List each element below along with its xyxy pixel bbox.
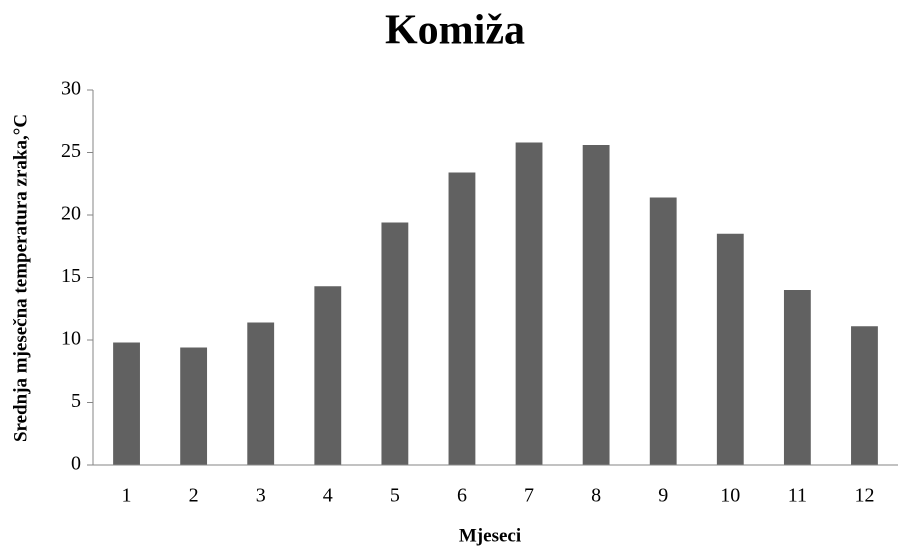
bar	[113, 342, 140, 465]
x-tick-label: 9	[658, 485, 668, 507]
x-tick-label: 5	[390, 485, 400, 507]
bar	[716, 233, 744, 465]
bar	[783, 290, 811, 465]
x-axis-title: Mjeseci	[459, 525, 521, 546]
bar	[381, 222, 409, 465]
bar	[314, 286, 342, 465]
bar	[180, 347, 208, 465]
chart-title: Komiža	[385, 8, 525, 54]
x-tick-label: 4	[323, 485, 333, 507]
bar	[582, 145, 610, 465]
y-tick-label: 20	[61, 203, 81, 225]
y-tick-label: 25	[61, 140, 81, 162]
y-tick-label: 5	[71, 390, 81, 412]
x-tick-label: 7	[524, 485, 534, 507]
x-tick-label: 6	[457, 485, 467, 507]
y-tick-label: 30	[61, 78, 81, 100]
x-tick-label: 2	[189, 485, 199, 507]
x-tick-label: 12	[854, 485, 874, 507]
y-axis-title: Srednja mjesečna temperatura zraka,°C	[10, 114, 31, 442]
y-tick-label: 15	[61, 265, 81, 287]
x-tick-label: 3	[256, 485, 266, 507]
x-tick-label: 11	[788, 485, 807, 507]
bar	[649, 197, 677, 465]
y-tick-label: 10	[61, 328, 81, 350]
x-tick-label: 1	[122, 485, 132, 507]
x-tick-label: 10	[720, 485, 740, 507]
bar	[247, 322, 275, 465]
bar	[448, 172, 476, 465]
y-tick-label: 0	[71, 453, 81, 475]
x-tick-label: 8	[591, 485, 601, 507]
bar	[851, 326, 878, 465]
bar	[515, 142, 543, 465]
